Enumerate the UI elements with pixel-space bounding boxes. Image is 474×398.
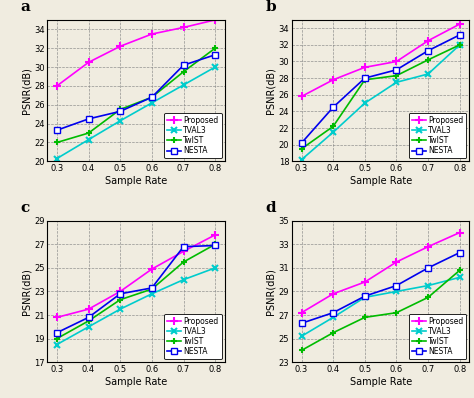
Legend: Proposed, TVAL3, TwIST, NESTA: Proposed, TVAL3, TwIST, NESTA — [409, 113, 466, 158]
Text: c: c — [21, 201, 30, 215]
Y-axis label: PSNR(dB): PSNR(dB) — [266, 67, 276, 114]
Text: a: a — [21, 0, 31, 14]
Text: b: b — [265, 0, 276, 14]
X-axis label: Sample Rate: Sample Rate — [105, 377, 167, 387]
Text: d: d — [265, 201, 276, 215]
Y-axis label: PSNR(dB): PSNR(dB) — [21, 67, 31, 114]
X-axis label: Sample Rate: Sample Rate — [349, 377, 412, 387]
Legend: Proposed, TVAL3, TwIST, NESTA: Proposed, TVAL3, TwIST, NESTA — [409, 314, 466, 359]
Y-axis label: PSNR(dB): PSNR(dB) — [21, 268, 31, 315]
X-axis label: Sample Rate: Sample Rate — [105, 176, 167, 186]
Y-axis label: PSNR(dB): PSNR(dB) — [266, 268, 276, 315]
Legend: Proposed, TVAL3, TwIST, NESTA: Proposed, TVAL3, TwIST, NESTA — [164, 113, 222, 158]
X-axis label: Sample Rate: Sample Rate — [349, 176, 412, 186]
Legend: Proposed, TVAL3, TwIST, NESTA: Proposed, TVAL3, TwIST, NESTA — [164, 314, 222, 359]
